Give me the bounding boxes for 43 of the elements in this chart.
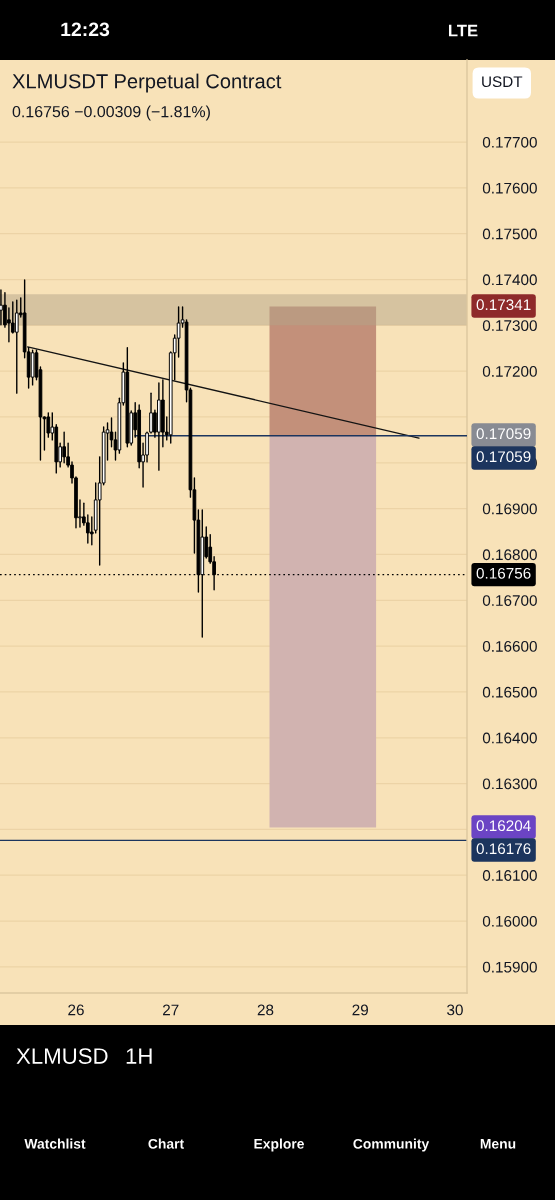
- text: 1H: [126, 1048, 152, 1064]
- y-tick-label: 0.17200: [482, 366, 537, 377]
- ref-line-label: 0.16176: [476, 843, 531, 855]
- y-tick-label: 0.16700: [482, 595, 537, 606]
- y-tick-label: 0.16500: [482, 686, 537, 698]
- text: XLMUSDT Perpetual Contract: [12, 73, 282, 93]
- y-tick-label: 0.16300: [482, 778, 537, 790]
- text: 0.17341: [476, 299, 531, 311]
- text: 0.17059: [476, 428, 531, 440]
- candlestick: [176, 306, 181, 358]
- y-tick-label: 0.17400: [482, 274, 537, 286]
- y-tick-label: 0.16800: [482, 549, 537, 561]
- text: Chart: [148, 1138, 184, 1149]
- y-tick-label: 0.17600: [482, 182, 537, 194]
- x-tick-label: 30: [447, 1004, 463, 1016]
- text: Watchlist: [24, 1138, 86, 1149]
- candlestick: [0, 289, 3, 326]
- text: Menu: [480, 1139, 516, 1149]
- text: USDT: [482, 76, 523, 88]
- x-tick-label: 27: [163, 1004, 179, 1016]
- candlestick: [62, 431, 66, 464]
- y-tick-label: 0.17700: [482, 136, 537, 148]
- text: Community: [353, 1138, 430, 1152]
- y-tick-label: 0.16100: [482, 870, 537, 881]
- x-tick-label: 28: [257, 1004, 274, 1016]
- text: Explore: [254, 1138, 304, 1152]
- ref-line-label: 0.16756: [476, 567, 531, 579]
- candlestick: [14, 299, 19, 394]
- y-tick-label: 0.17300: [482, 320, 537, 332]
- text: LTE: [448, 24, 478, 37]
- y-tick-label: 0.16000: [482, 915, 537, 927]
- text: XLMUSD: [16, 1048, 108, 1064]
- y-tick-label: 0.16600: [482, 640, 537, 652]
- text: 0.16756 −0.00309 (−1.81%): [12, 105, 210, 121]
- y-tick-label: 0.16900: [482, 503, 537, 515]
- x-tick-label: 29: [352, 1004, 368, 1016]
- text: 0.17059: [476, 451, 531, 463]
- y-tick-label: 0.16400: [482, 732, 537, 744]
- x-tick-label: 26: [68, 1004, 84, 1016]
- text: 0.16204: [476, 820, 531, 832]
- y-tick-label: 0.15900: [482, 961, 537, 973]
- y-tick-label: 0.17500: [482, 228, 537, 240]
- text: 12:23: [61, 22, 110, 37]
